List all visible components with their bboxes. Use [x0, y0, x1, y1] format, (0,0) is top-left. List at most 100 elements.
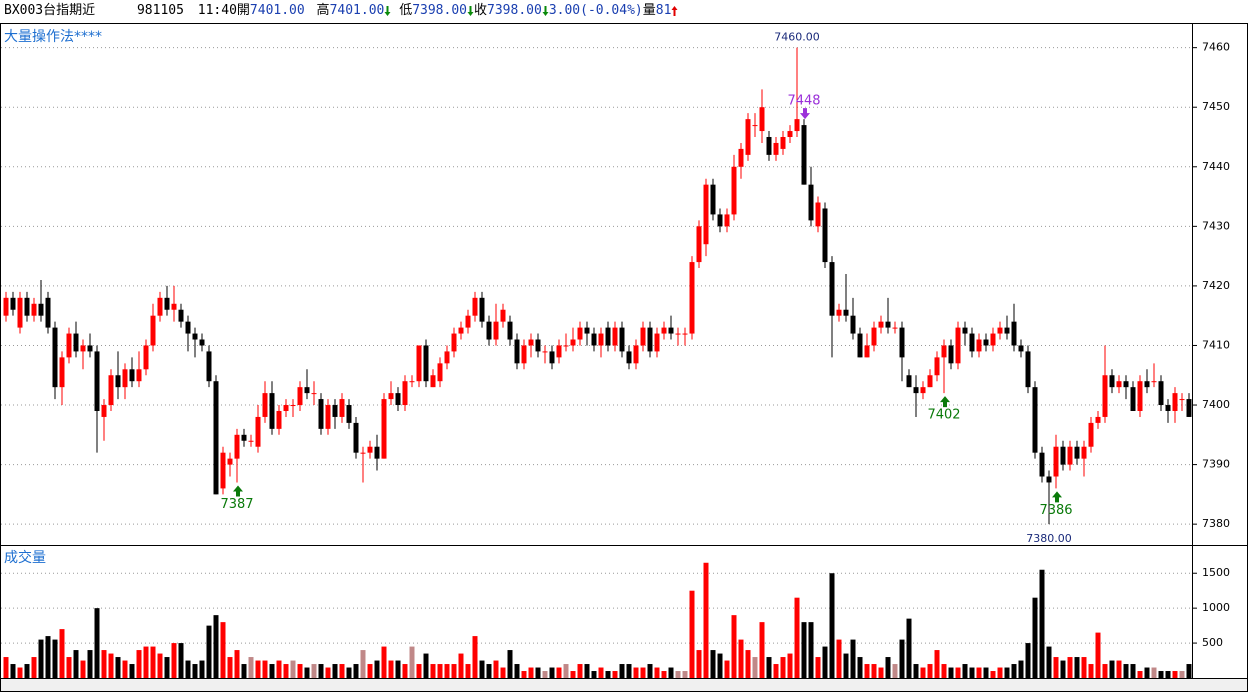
- candle-body: [780, 136, 786, 149]
- candle-body: [1067, 446, 1073, 465]
- volume-bar: [801, 622, 807, 678]
- volume-bar: [346, 667, 352, 678]
- candle-body: [52, 327, 58, 388]
- volume-bar: [206, 625, 212, 678]
- volume-bar: [1081, 657, 1087, 678]
- candle-body: [374, 446, 380, 459]
- volume-bar: [934, 650, 940, 678]
- volume-bar: [640, 667, 646, 678]
- candle-body: [948, 345, 954, 364]
- candle-body: [227, 458, 233, 465]
- volume-bar: [10, 664, 16, 678]
- candle-body: [73, 333, 79, 352]
- volume-bar: [612, 671, 618, 678]
- volume-bar: [654, 667, 660, 678]
- volume-bar: [360, 650, 366, 678]
- candle-body: [360, 452, 366, 454]
- candle-body: [689, 262, 695, 334]
- volume-bar: [822, 646, 828, 678]
- candle-body: [577, 327, 583, 340]
- panel-title: 大量操作法****: [4, 29, 102, 45]
- volume-bar: [276, 660, 282, 678]
- candle-body: [458, 327, 464, 334]
- candle-body: [150, 315, 156, 346]
- volume-bar: [661, 671, 667, 678]
- volume-bar: [556, 667, 562, 678]
- volume-bar: [87, 650, 93, 678]
- candle-body: [906, 375, 912, 388]
- candle-body: [143, 345, 149, 370]
- volume-panel-frame: [0, 545, 1248, 679]
- candle-body: [668, 327, 674, 334]
- candle-body: [332, 405, 338, 417]
- candle-body: [17, 297, 23, 328]
- volume-bar: [780, 657, 786, 678]
- candle-body: [850, 315, 856, 334]
- candle-body: [983, 339, 989, 346]
- candle-body: [24, 297, 30, 316]
- candle-body: [283, 405, 289, 411]
- volume-bar: [1025, 643, 1031, 678]
- candle-body: [710, 184, 716, 215]
- volume-bar: [871, 664, 877, 678]
- volume-bar: [647, 664, 653, 678]
- candle-body: [521, 345, 527, 364]
- down-arrow: [542, 5, 549, 16]
- candle-body: [1088, 422, 1094, 447]
- volume-bar: [94, 608, 100, 678]
- volume-bar: [1004, 667, 1010, 678]
- value: 7398.00: [412, 3, 467, 18]
- candle-body: [388, 393, 394, 400]
- volume-bar: [773, 664, 779, 678]
- volume-bar: [465, 664, 471, 678]
- volume-bar: [227, 657, 233, 678]
- candle-body: [486, 321, 492, 340]
- change: 3.00: [548, 3, 581, 18]
- candle-body: [885, 321, 891, 328]
- volume-bar: [892, 664, 898, 678]
- volume-bar: [115, 657, 121, 678]
- y-tick-label: 1500: [1202, 566, 1230, 579]
- volume-bar: [899, 639, 905, 678]
- volume-bar: [794, 597, 800, 678]
- candle-body: [759, 107, 765, 132]
- candle-body: [10, 297, 16, 310]
- volume-bar: [430, 664, 436, 678]
- volume-bar: [619, 664, 625, 678]
- candle-body: [255, 416, 261, 447]
- volume-bar: [402, 664, 408, 678]
- volume-bar: [598, 667, 604, 678]
- y-tick-label: 7440: [1202, 160, 1230, 173]
- candle-body: [794, 119, 800, 132]
- candle-body: [654, 333, 660, 352]
- price-panel-frame: [0, 23, 1248, 546]
- max-label: 7460.00: [774, 31, 820, 44]
- volume-bar: [318, 664, 324, 678]
- candle-body: [444, 351, 450, 364]
- candle-body: [745, 119, 751, 155]
- candle-body: [1179, 399, 1185, 401]
- candle-body: [549, 351, 555, 364]
- candle-body: [1074, 446, 1080, 459]
- volume-bar: [241, 664, 247, 678]
- volume-bar: [843, 653, 849, 678]
- y-tick-label: 7390: [1202, 458, 1230, 471]
- volume-bar: [514, 664, 520, 678]
- candle-body: [1095, 416, 1101, 423]
- volume-bar: [171, 643, 177, 678]
- candle-body: [990, 333, 996, 346]
- volume-bar: [997, 667, 1003, 678]
- candle-body: [738, 148, 744, 167]
- candle-body: [171, 303, 177, 310]
- volume-bar: [136, 650, 142, 678]
- candle-body: [619, 327, 625, 352]
- volume-bar: [920, 667, 926, 678]
- candle-body: [997, 327, 1003, 334]
- candle-body: [969, 333, 975, 352]
- volume-bar: [122, 660, 128, 678]
- candle-body: [843, 309, 849, 316]
- volume-bar: [311, 664, 317, 678]
- buy-arrow: [233, 485, 243, 497]
- volume-bar: [59, 629, 65, 678]
